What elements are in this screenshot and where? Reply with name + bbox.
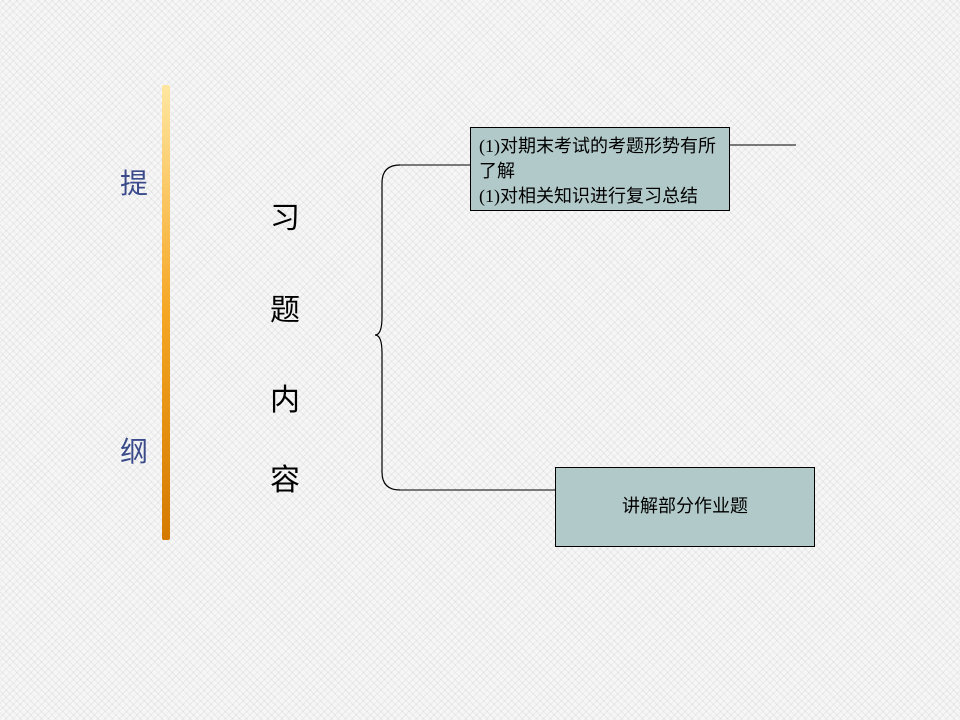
center-char-3: 容: [270, 455, 300, 499]
content-box-bottom: 讲解部分作业题: [555, 467, 815, 547]
diagram-connectors: [0, 0, 960, 720]
box-bottom-text: 讲解部分作业题: [622, 494, 748, 519]
center-char-0: 习: [270, 193, 300, 237]
brace-shape: [375, 165, 400, 490]
center-char-2: 内: [270, 375, 300, 419]
box-top-line-2: (1)对相关知识进行复习总结: [479, 184, 721, 209]
sidebar-char-0: 提: [120, 162, 148, 202]
accent-bar: [162, 85, 170, 540]
content-box-top: (1)对期末考试的考题形势有所了解 (1)对相关知识进行复习总结: [470, 127, 730, 211]
sidebar-char-1: 纲: [120, 430, 148, 470]
center-char-1: 题: [270, 285, 300, 329]
box-top-line-1: (1)对期末考试的考题形势有所了解: [479, 134, 721, 184]
